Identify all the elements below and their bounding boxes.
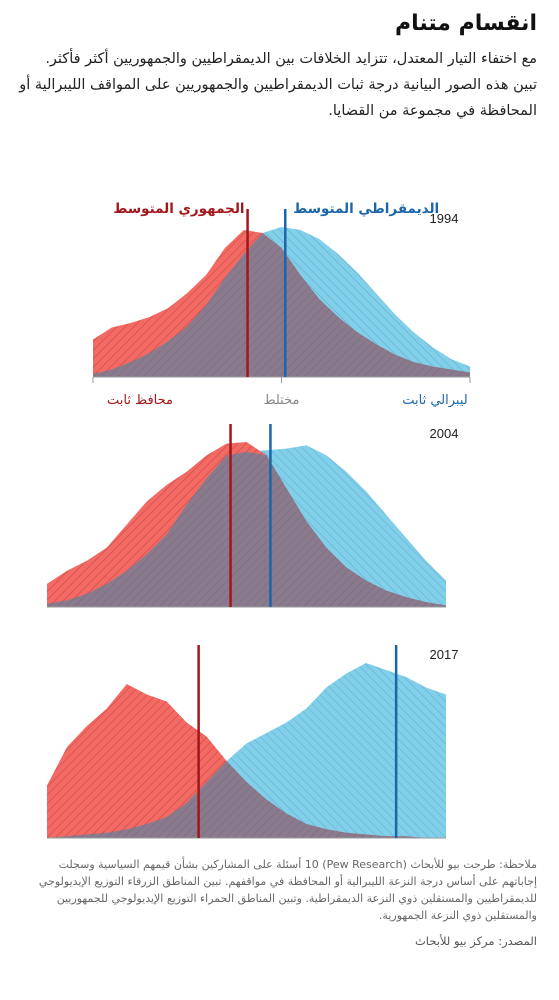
overlap-area bbox=[47, 451, 446, 607]
article-header: انقسام متنام مع اختفاء التيار المعتدل، ت… bbox=[17, 8, 537, 124]
source-note: المصدر: مركز بيو للأبحاث bbox=[414, 934, 537, 948]
chart-panel-2004: 2004 bbox=[47, 424, 459, 608]
axis-label-conservative: محافظ ثابت bbox=[107, 393, 173, 408]
democrat-median-label: الديمقراطي المتوسط bbox=[293, 201, 439, 217]
axis-label-mixed: مختلط bbox=[264, 393, 300, 408]
democrat-area bbox=[47, 663, 446, 838]
chart-panel-1994: 1994 الجمهوري المتوسط الديمقراطي المتوسط مح… bbox=[92, 201, 471, 408]
chart-panel-2017: 2017 bbox=[47, 645, 459, 839]
page-title: انقسام متنام bbox=[394, 11, 537, 36]
republican-area bbox=[47, 684, 446, 838]
axis-label-liberal: ليبرالي ثابت bbox=[402, 393, 467, 408]
year-label: 1994 bbox=[430, 211, 459, 226]
overlap-area bbox=[47, 761, 446, 838]
intro-text: مع اختفاء التيار المعتدل، تتزايد الخلافا… bbox=[19, 51, 537, 119]
chart-notes: ملاحظة: طرحت بيو للأبحاث (Pew Research) … bbox=[27, 856, 537, 950]
overlap-area bbox=[93, 233, 470, 377]
year-label: 2017 bbox=[430, 647, 459, 662]
ideology-distribution-charts: 1994 الجمهوري المتوسط الديمقراطي المتوسط مح… bbox=[47, 201, 471, 839]
year-label: 2004 bbox=[430, 426, 459, 441]
republican-median-label: الجمهوري المتوسط bbox=[113, 201, 244, 217]
methodology-note: ملاحظة: طرحت بيو للأبحاث (Pew Research) … bbox=[38, 858, 537, 922]
